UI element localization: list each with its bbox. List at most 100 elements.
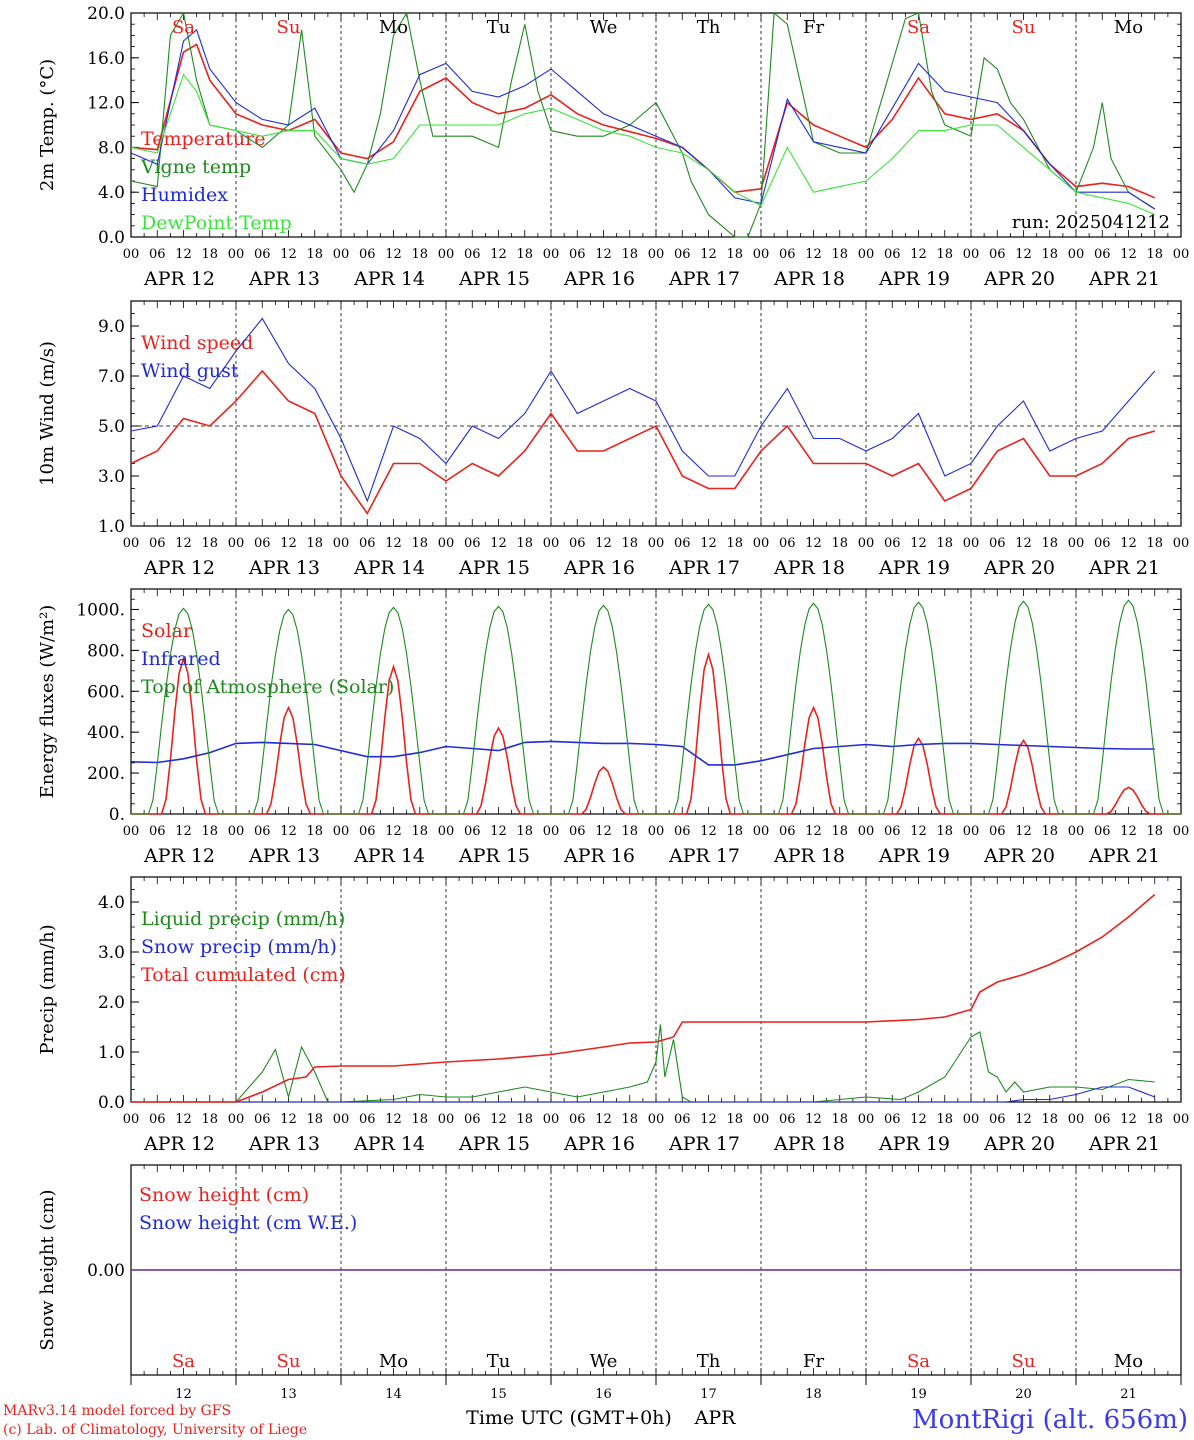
hour-label: 18 (411, 1112, 428, 1127)
hour-label: 18 (516, 536, 533, 551)
hour-label: 12 (490, 824, 507, 839)
hour-label: 18 (1041, 824, 1058, 839)
y-tick-label: 0. (109, 805, 125, 825)
y-tick-label: 400. (87, 723, 125, 743)
hour-label: 18 (411, 247, 428, 262)
lab-credit: (c) Lab. of Climatology, University of L… (3, 1422, 307, 1438)
hour-label: 12 (805, 824, 822, 839)
hour-label: 12 (910, 824, 927, 839)
hour-label: 18 (621, 824, 638, 839)
hour-label: 18 (516, 1112, 533, 1127)
hour-label: 00 (1173, 536, 1190, 551)
weekday-label: Fr (803, 17, 824, 38)
hour-label: 06 (359, 247, 376, 262)
hour-label: 12 (1120, 247, 1137, 262)
day-number: 13 (280, 1387, 297, 1402)
panel-5: 0.00 Snow height (cm) Snow height (cm) Snow… (37, 1164, 1182, 1402)
weekday-label: Su (277, 1351, 301, 1372)
hour-label: 18 (1146, 824, 1163, 839)
hour-label: 18 (306, 536, 323, 551)
hour-label: 12 (1015, 247, 1032, 262)
date-label: APR 20 (983, 1133, 1055, 1155)
date-label: APR 19 (878, 1133, 950, 1155)
hour-label: 18 (831, 536, 848, 551)
hour-label: 00 (438, 1112, 455, 1127)
date-label: APR 16 (563, 1133, 635, 1155)
hour-label: 00 (753, 247, 770, 262)
hour-label: 18 (1146, 536, 1163, 551)
hour-label: 00 (1173, 1112, 1190, 1127)
y-tick-label: 600. (87, 682, 125, 702)
weekday-label: Su (1012, 1351, 1036, 1372)
day-number: 20 (1015, 1387, 1032, 1402)
series-line-2 (131, 893, 1156, 1103)
hour-label: 00 (1068, 247, 1085, 262)
hour-label: 12 (385, 536, 402, 551)
run-annotation: run: 2025041212 (1012, 212, 1170, 233)
legend-entry: Snow precip (mm/h) (141, 936, 337, 958)
hour-label: 00 (123, 1112, 140, 1127)
hour-label: 18 (726, 536, 743, 551)
hour-label: 12 (805, 1112, 822, 1127)
hour-label: 00 (963, 536, 980, 551)
hour-label: 00 (1068, 536, 1085, 551)
hour-label: 06 (989, 247, 1006, 262)
y-tick-label: 12.0 (87, 94, 125, 114)
date-label: APR 12 (143, 557, 215, 579)
date-label: APR 16 (563, 557, 635, 579)
hour-label: 06 (989, 1112, 1006, 1127)
hour-label: 00 (648, 247, 665, 262)
weekday-label: Fr (803, 1351, 824, 1372)
plot-frame (130, 588, 1182, 815)
weekday-label: Sa (172, 1351, 195, 1372)
hour-label: 12 (805, 536, 822, 551)
legend-entry: Temperature (141, 128, 265, 150)
hour-label: 06 (779, 824, 796, 839)
hour-label: 18 (1041, 247, 1058, 262)
hour-label: 18 (201, 247, 218, 262)
hour-label: 18 (936, 536, 953, 551)
y-tick-label: 8.0 (98, 138, 125, 158)
day-number: 12 (175, 1387, 192, 1402)
hour-label: 00 (858, 247, 875, 262)
hour-label: 12 (700, 824, 717, 839)
panel-4: 0.0 1.0 2.0 3.0 4.0 Precip (mm/h) Liquid preci… (37, 876, 1190, 1155)
hour-label: 00 (228, 824, 245, 839)
y-axis-label: Precip (mm/h) (37, 924, 58, 1054)
hour-label: 18 (306, 247, 323, 262)
hour-label: 18 (831, 824, 848, 839)
day-number: 19 (910, 1387, 927, 1402)
hour-label: 12 (280, 536, 297, 551)
weekday-label: We (590, 1351, 618, 1372)
date-label: APR 19 (878, 845, 950, 867)
hour-label: 12 (595, 247, 612, 262)
month-label: APR (694, 1407, 737, 1429)
series-line-0 (131, 1024, 1155, 1103)
series-line-3 (130, 73, 1156, 216)
hour-label: 06 (149, 536, 166, 551)
hour-label: 12 (700, 1112, 717, 1127)
hour-label: 00 (753, 824, 770, 839)
series-line-2 (131, 599, 1181, 815)
panel-2: 1.0 3.0 5.0 7.0 9.0 10m Wind (m/s) Wind speed W… (37, 300, 1190, 579)
hour-label: 00 (858, 536, 875, 551)
legend-entry: DewPoint Temp (141, 212, 292, 234)
y-tick-label: 1000. (76, 600, 125, 620)
legend-entry: Snow height (cm W.E.) (139, 1212, 357, 1234)
y-tick-label: 3.0 (98, 467, 125, 487)
legend-entry: Snow height (cm) (139, 1184, 309, 1206)
legend-entry: Humidex (141, 184, 228, 206)
hour-label: 00 (543, 247, 560, 262)
series-line-2 (130, 28, 1156, 210)
legend-entry: Total cumulated (cm) (141, 964, 346, 986)
weekday-label: Sa (172, 17, 195, 38)
weekday-label: Th (697, 1351, 721, 1372)
hour-label: 18 (1146, 247, 1163, 262)
y-tick-label: 1.0 (98, 517, 125, 537)
hour-label: 00 (123, 247, 140, 262)
date-label: APR 12 (143, 1133, 215, 1155)
hour-label: 06 (149, 1112, 166, 1127)
hour-label: 12 (910, 247, 927, 262)
hour-label: 18 (411, 536, 428, 551)
